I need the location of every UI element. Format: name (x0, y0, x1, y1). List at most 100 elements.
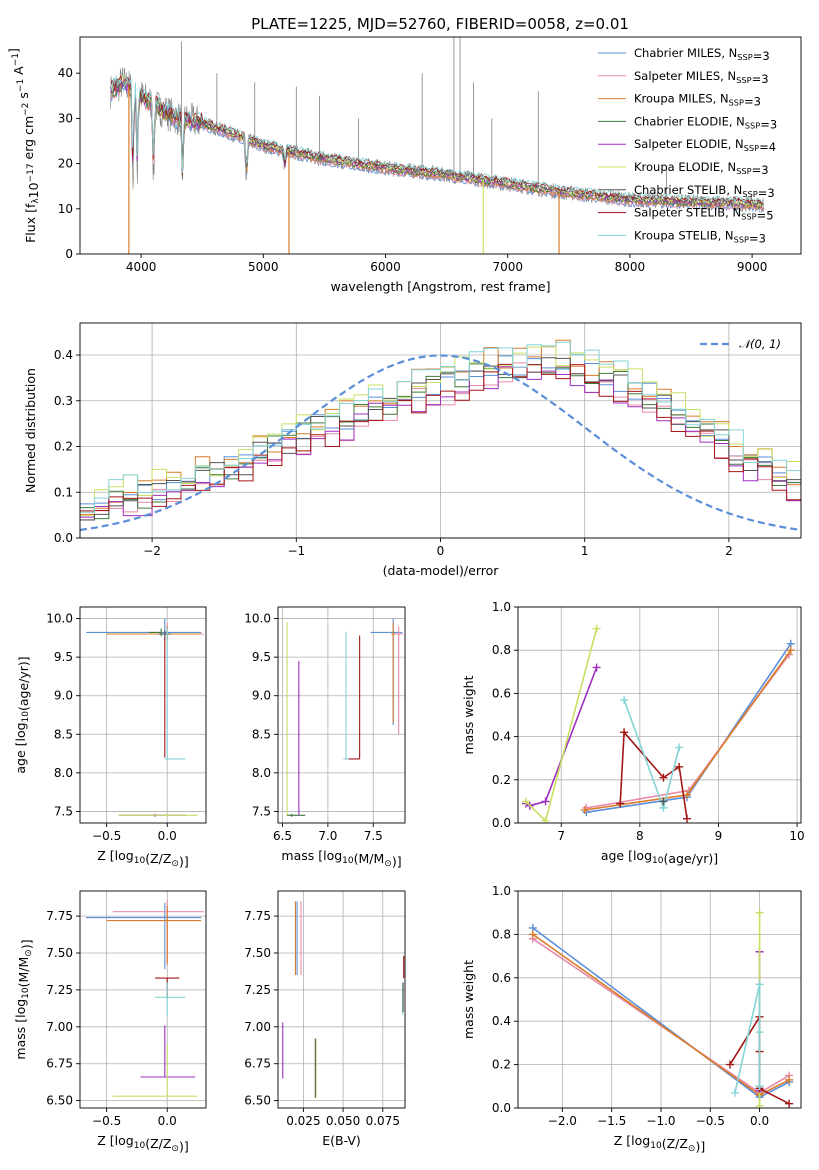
y-tick-label: 0.6 (492, 686, 511, 700)
chart-title: PLATE=1225, MJD=52760, FIBERID=0058, z=0… (251, 15, 629, 33)
y-tick-label: 20 (58, 157, 73, 171)
y-axis-label-part: 10 (26, 182, 41, 198)
panel-age-vs-Z: −0.5 0.07.58.08.59.09.510.0Z [log10(Z/Z⊙)… (13, 606, 207, 869)
x-axis-label-part: ⊙ (688, 1144, 696, 1154)
residual-histogram (80, 357, 801, 538)
mass-weight-marker (785, 1099, 794, 1108)
legend-entry-part: SSP (745, 120, 760, 130)
x-axis-label-part: )] (695, 1139, 705, 1154)
legend-entry: Chabrier STELIB, NSSP=3 (634, 183, 775, 200)
axes-frame (79, 36, 802, 255)
axes-frame (277, 606, 406, 824)
panel-mass-vs-EBV: 0.025 0.050 0.075 6.50 6.75 7.00 7.25 7.50 7.75 E… (244, 890, 406, 1148)
x-axis-label-part: (data-model)/error (383, 563, 500, 578)
y-tick-label: 0.6 (492, 971, 511, 985)
x-tick-label: 8000 (615, 260, 646, 274)
y-tick-label: 10 (58, 202, 73, 216)
legend-entry-part: =4 (759, 140, 776, 154)
y-tick-label: 8.0 (252, 766, 271, 780)
y-tick-label: 10.0 (244, 612, 271, 626)
x-axis-label-part: mass [log (281, 848, 342, 863)
y-axis-label-part: ] (6, 48, 21, 53)
y-tick-label: 30 (58, 111, 73, 125)
mass-weight-marker (786, 646, 795, 655)
axes-frame (517, 890, 802, 1109)
y-tick-label: 8.5 (252, 727, 271, 741)
y-tick-label: 1.0 (492, 600, 511, 614)
x-axis-label: Z [log10(Z/Z⊙)] (97, 848, 188, 869)
y-tick-label: 0 (65, 247, 73, 261)
legend-entry-part: Chabrier ELODIE, N (634, 114, 745, 128)
legend-entry: Kroupa ELODIE, NSSP=3 (634, 160, 769, 177)
mass-weight-marker (592, 663, 601, 672)
mass-weight-marker (620, 728, 629, 737)
y-axis-label-part: Flux [f (23, 203, 38, 243)
x-tick-label: −1.0 (646, 1114, 675, 1128)
y-tick-label: 0.8 (492, 643, 511, 657)
y-axis-label-part: −2 (21, 103, 31, 116)
mass-weight-marker (659, 797, 668, 806)
x-axis-label-part: (M/M (354, 851, 385, 866)
x-tick-label: 7.5 (364, 829, 383, 843)
y-tick-label: 7.50 (244, 946, 271, 960)
model-spectrum (110, 84, 764, 213)
y-tick-label: 6.75 (244, 1057, 271, 1071)
y-tick-label: 7.75 (244, 909, 271, 923)
y-axis-label-part: age [log (13, 722, 28, 773)
x-tick-label: −1.5 (597, 1114, 626, 1128)
y-tick-label: 0.2 (492, 1058, 511, 1072)
y-tick-label: 0.8 (492, 927, 511, 941)
mass-weight-marker (730, 1088, 739, 1097)
x-axis-label-part: )] (179, 1139, 189, 1154)
y-tick-label: 7.5 (252, 804, 271, 818)
legend-entry-part: Kroupa ELODIE, N (634, 160, 736, 174)
x-axis-label-part: wavelength [Angstrom, rest frame] (330, 279, 550, 294)
legend-entry-part: SSP (737, 52, 752, 62)
x-axis-label-part: 10 (134, 856, 146, 866)
x-tick-label: 0.0 (158, 829, 177, 843)
x-tick-label: −1 (287, 544, 305, 558)
x-tick-label: 0 (437, 544, 445, 558)
legend-entry-part: SSP (729, 98, 744, 108)
x-tick-label: −0.5 (696, 1114, 725, 1128)
plot-area (521, 624, 795, 823)
legend-entry-part: SSP (736, 75, 751, 85)
y-tick-label: 0.2 (54, 440, 73, 454)
legend-entry: Chabrier ELODIE, NSSP=3 (634, 114, 777, 131)
y-axis-label-part: s (16, 92, 31, 103)
legend-entry-part: Chabrier STELIB, N (634, 183, 742, 197)
residual-histogram (80, 363, 801, 538)
x-axis-label-part: (Z/Z (145, 1136, 171, 1151)
mass-weight-marker (755, 980, 764, 989)
y-axis-label-part: Normed distribution (23, 368, 38, 493)
residual-histogram (80, 363, 801, 538)
x-tick-label: 0.0 (158, 1114, 177, 1128)
y-axis-label-part: −1 (16, 79, 26, 92)
axes-frame (517, 606, 802, 824)
y-tick-label: 0.0 (492, 1101, 511, 1115)
legend-entry: Salpeter MILES, NSSP=3 (634, 69, 769, 86)
panel-massweight-vs-Z: −2.0 −1.5 −1.0 −0.5 0.0 0.0 0.2 0.4 0.6 0.8 1.0 Z [… (461, 884, 802, 1154)
plot-area (86, 899, 204, 1097)
legend-entry: Kroupa MILES, NSSP=3 (634, 92, 761, 109)
y-axis-label-part: (M/M (16, 957, 31, 988)
x-tick-label: −2 (143, 544, 161, 558)
legend-entry-part: SSP (742, 189, 757, 199)
mass-weight-series (623, 699, 680, 811)
y-tick-label: 9.0 (252, 689, 271, 703)
mass-weight-marker (616, 799, 625, 808)
x-axis-label-part: ⊙ (384, 859, 392, 869)
legend-entry-part: =3 (758, 186, 775, 200)
legend-entry-part: Salpeter ELODIE, N (634, 137, 744, 151)
mass-weight-marker (528, 930, 537, 939)
y-tick-label: 7.25 (244, 983, 271, 997)
legend-entry-part: Kroupa MILES, N (634, 92, 729, 106)
x-tick-label: 0.075 (366, 1114, 400, 1128)
y-tick-label: 7.00 (244, 1020, 271, 1034)
x-axis-label: age [log10(age/yr)] (601, 848, 718, 866)
x-axis-label-part: 10 (342, 856, 354, 866)
mass-weight-marker (683, 814, 692, 823)
y-tick-label: 0.3 (54, 394, 73, 408)
mass-weight-marker (541, 816, 550, 823)
